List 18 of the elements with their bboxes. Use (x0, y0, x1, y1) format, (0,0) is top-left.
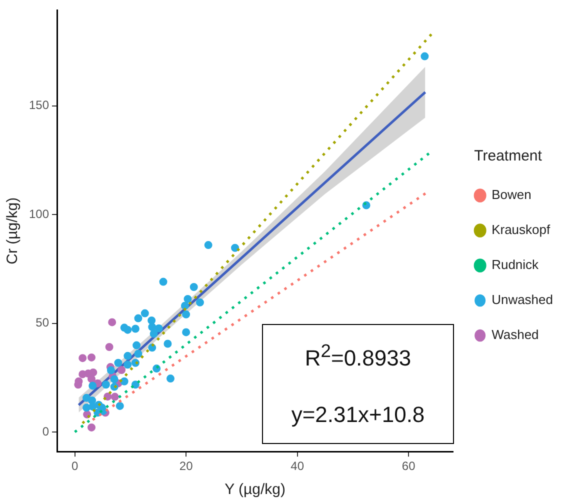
x-axis-title: Y (µg/kg) (224, 481, 286, 498)
x-tick-label: 60 (402, 459, 416, 474)
y-tick-label: 100 (28, 206, 50, 221)
legend-label: Krauskopf (492, 222, 550, 238)
x-tick-label: 20 (179, 459, 194, 474)
x-tick-label: 40 (290, 459, 304, 474)
legend-title: Treatment (474, 148, 543, 165)
y-tick-label: 0 (42, 424, 50, 438)
legend-label: Unwashed (492, 292, 554, 308)
y-tick-label: 150 (28, 98, 50, 112)
legend-label: Washed (492, 327, 539, 342)
y-axis-title: Cr (µg/kg) (4, 197, 22, 264)
legend-label: Rudnick (492, 257, 540, 272)
legend-label: Bowen (492, 187, 532, 202)
annotation: R$^{2}$=0.8933 (304, 340, 412, 372)
annotation: y=2.31x+10.8 (291, 402, 425, 428)
y-tick-label: 50 (36, 316, 50, 330)
x-tick-label: 0 (71, 459, 78, 474)
